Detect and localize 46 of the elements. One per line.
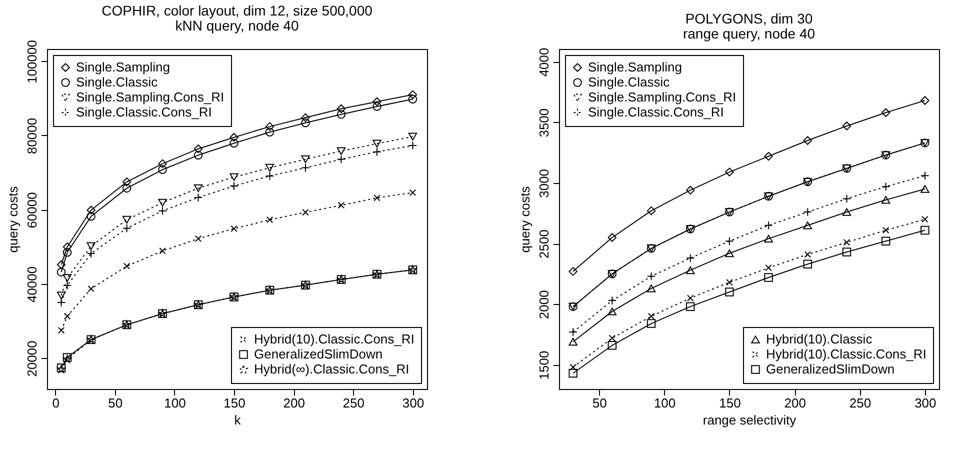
x-tick-label: 250 [849,396,872,410]
y-tick-label: 60000 [24,192,40,228]
legend-label: Single.Sampling [588,60,682,74]
y-axis-title: query costs [6,186,20,253]
y-tick-label: 40000 [24,266,40,303]
legend-label: Single.Classic [588,74,670,90]
x-axis-title: k [234,412,242,428]
y-tick-label: 4000 [536,48,552,77]
chart-subtitle: kNN query, node 40 [175,18,299,34]
y-axis-title: query costs [518,186,532,253]
legend-label: Single.Classic.Cons_RI [76,104,212,120]
legend-label: Hybrid(10).Classic.Cons_RI [766,346,926,362]
x-tick-label: 300 [914,396,936,410]
x-tick-label: 200 [784,396,806,410]
x-tick-label: 150 [224,396,246,410]
chart-title: COPHIR, color layout, dim 12, size 500,000 [102,2,373,19]
x-tick-label: 0 [52,396,60,410]
legend-label: Hybrid(10).Classic.Cons_RI [254,332,414,346]
x-tick-label: 50 [108,396,123,410]
legend-label: Single.Sampling.Cons_RI [588,90,736,104]
legend-label: Hybrid(∞).Classic.Cons_RI [254,362,410,376]
x-tick-label: 200 [283,396,305,410]
legend-label: GeneralizedSlimDown [766,362,895,376]
chart-subtitle: range query, node 40 [682,25,816,42]
x-tick-label: 100 [164,396,186,410]
y-tick-label: 80000 [24,118,40,154]
legend-label: Single.Sampling.Cons_RI [76,90,224,104]
x-tick-label: 300 [402,396,424,410]
legend-label: Single.Classic [76,74,158,90]
x-axis-title: range selectivity [702,412,797,428]
y-tick-label: 2000 [536,290,552,320]
legend-label: Hybrid(10).Classic [766,332,873,346]
y-tick-label: 100000 [24,40,40,84]
x-tick-label: 100 [654,396,676,410]
x-tick-label: 150 [719,396,741,410]
x-tick-label: 50 [592,396,607,410]
legend-label: Single.Sampling [76,60,170,74]
y-tick-label: 1500 [536,350,552,380]
chart-title: POLYGONS, dim 30 [685,10,813,26]
y-tick-label: 20000 [24,340,40,377]
y-tick-label: 3500 [536,108,552,138]
y-tick-label: 3000 [536,168,552,198]
x-tick-label: 250 [342,396,364,410]
y-tick-label: 2500 [536,230,552,259]
legend-label: Single.Classic.Cons_RI [588,104,724,120]
legend-label: GeneralizedSlimDown [254,346,383,362]
